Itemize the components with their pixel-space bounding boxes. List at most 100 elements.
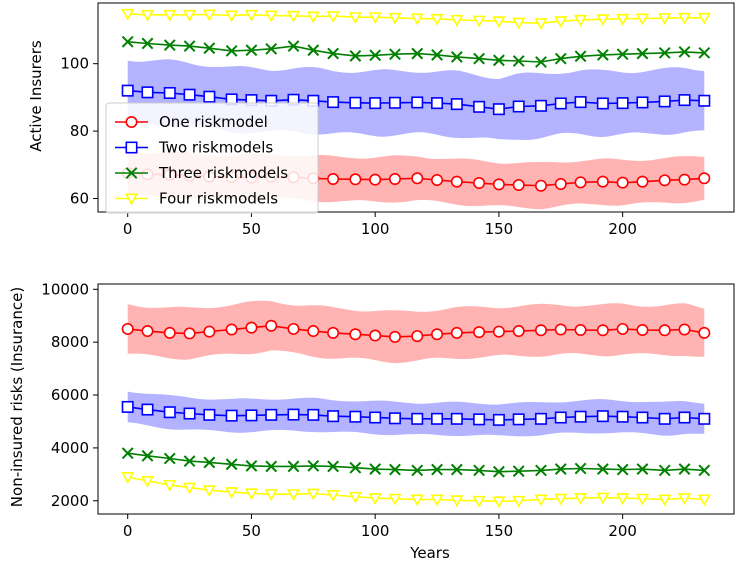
bottom-point-three-riskmodels — [327, 460, 340, 473]
top-point-three-riskmodels — [535, 56, 547, 68]
bottom-point-one-riskmodel — [554, 323, 567, 336]
bottom-point-two-riskmodels — [554, 411, 567, 424]
top-x-tick-label: 50 — [242, 220, 261, 238]
bottom-point-four-riskmodels — [430, 494, 444, 507]
top-point-two-riskmodels — [163, 87, 176, 100]
top-point-three-riskmodels — [307, 44, 320, 57]
bottom-point-three-riskmodels — [183, 455, 196, 468]
bottom-point-three-riskmodels — [574, 462, 587, 475]
bottom-point-three-riskmodels — [349, 461, 362, 474]
bottom-point-four-riskmodels — [677, 493, 692, 505]
top-point-two-riskmodels — [616, 97, 629, 110]
bottom-point-one-riskmodel — [163, 326, 176, 339]
bottom-point-one-riskmodel — [327, 326, 340, 339]
bottom-point-three-riskmodels — [492, 465, 505, 478]
bottom-point-three-riskmodels — [658, 464, 671, 477]
top-point-three-riskmodels — [287, 40, 300, 53]
bottom-y-tick-label: 8000 — [51, 333, 89, 351]
top-point-three-riskmodels — [554, 52, 567, 65]
bottom-point-two-riskmodels — [492, 413, 505, 426]
bottom-point-one-riskmodel — [534, 324, 547, 337]
bottom-point-one-riskmodel — [574, 323, 587, 336]
legend: One riskmodel Two riskmodels Three riskmod… — [105, 102, 319, 214]
bottom-point-three-riskmodels — [389, 463, 401, 476]
top-point-three-riskmodels — [450, 51, 463, 63]
legend-label-one-riskmodel: One riskmodel — [159, 113, 268, 131]
top-point-two-riskmodels — [411, 96, 424, 109]
top-point-four-riskmodels — [697, 12, 711, 25]
top-point-four-riskmodels — [306, 11, 320, 24]
bottom-point-four-riskmodels — [410, 494, 424, 507]
top-point-one-riskmodel — [411, 172, 424, 185]
legend-marker-four-riskmodels — [124, 193, 139, 206]
bottom-point-two-riskmodels — [388, 412, 401, 425]
bottom-point-one-riskmodel — [512, 325, 525, 338]
bottom-point-two-riskmodels — [327, 410, 340, 423]
top-point-two-riskmodels — [349, 96, 362, 109]
top-y-axis-label: Active Insurers — [27, 40, 45, 152]
bottom-point-two-riskmodels — [473, 413, 486, 426]
top-point-two-riskmodels — [473, 100, 486, 113]
top-point-one-riskmodel — [678, 173, 691, 186]
bottom-point-two-riskmodels — [287, 408, 300, 421]
bottom-point-four-riskmodels — [202, 485, 216, 498]
bottom-point-four-riskmodels — [163, 479, 177, 492]
top-point-three-riskmodels — [121, 35, 134, 48]
bottom-point-two-riskmodels — [534, 412, 547, 425]
bottom-point-three-riskmodels — [225, 458, 238, 471]
top-point-one-riskmodel — [512, 179, 525, 192]
top-point-three-riskmodels — [431, 49, 443, 61]
bottom-point-three-riskmodels — [596, 463, 609, 475]
top-point-four-riskmodels — [140, 9, 155, 22]
top-point-four-riskmodels — [635, 13, 649, 26]
top-point-one-riskmodel — [492, 178, 505, 191]
bottom-point-two-riskmodels — [307, 408, 320, 421]
bottom-y-axis-label: Non-insured risks (Insurance) — [8, 287, 26, 507]
top-point-three-riskmodels — [369, 49, 382, 62]
top-point-four-riskmodels — [368, 12, 382, 25]
top-point-four-riskmodels — [388, 12, 402, 25]
top-point-two-riskmodels — [369, 97, 382, 110]
bottom-point-two-riskmodels — [203, 408, 216, 421]
bottom-point-four-riskmodels — [512, 495, 526, 508]
bottom-point-one-riskmodel — [658, 324, 671, 337]
top-point-four-riskmodels — [410, 13, 424, 26]
bottom-point-four-riskmodels — [225, 487, 239, 499]
bottom-point-two-riskmodels — [698, 412, 711, 425]
bottom-point-two-riskmodels — [450, 412, 463, 425]
bottom-point-one-riskmodel — [203, 325, 216, 338]
bottom-point-four-riskmodels — [616, 493, 630, 505]
bottom-y-tick-label: 4000 — [51, 439, 89, 457]
bottom-y-tick-label: 2000 — [51, 492, 89, 510]
top-point-two-riskmodels — [534, 99, 547, 112]
bottom-x-axis-label: Years — [409, 544, 450, 562]
bottom-point-one-riskmodel — [388, 330, 401, 343]
top-point-three-riskmodels — [596, 49, 609, 61]
legend-label-two-riskmodels: Two riskmodels — [158, 139, 273, 157]
bottom-point-three-riskmodels — [287, 460, 300, 473]
bottom-point-four-riskmodels — [140, 475, 155, 488]
top-axes-frame — [97, 2, 735, 213]
bottom-point-three-riskmodels — [512, 465, 525, 478]
top-point-four-riskmodels — [286, 10, 301, 23]
top-point-two-riskmodels — [183, 88, 196, 101]
top-point-four-riskmodels — [554, 16, 568, 29]
bottom-point-one-riskmodel — [121, 322, 134, 335]
top-point-four-riskmodels — [163, 9, 177, 22]
bottom-point-two-riskmodels — [658, 412, 671, 425]
bottom-x-tick-label: 200 — [608, 522, 637, 540]
top-point-four-riskmodels — [348, 12, 362, 25]
top-point-one-riskmodel — [554, 178, 567, 191]
top-point-one-riskmodel — [596, 175, 609, 188]
top-point-three-riskmodels — [658, 46, 671, 59]
top-point-three-riskmodels — [225, 44, 238, 57]
bottom-point-three-riskmodels — [411, 464, 424, 477]
top-point-two-riskmodels — [678, 94, 691, 107]
bottom-point-one-riskmodel — [450, 326, 463, 339]
top-point-two-riskmodels — [388, 96, 401, 109]
top-point-two-riskmodels — [327, 96, 340, 109]
top-point-four-riskmodels — [658, 13, 672, 26]
top-point-one-riskmodel — [574, 176, 587, 189]
bottom-point-one-riskmodel — [698, 326, 711, 339]
bottom-point-three-riskmodels — [431, 463, 443, 476]
